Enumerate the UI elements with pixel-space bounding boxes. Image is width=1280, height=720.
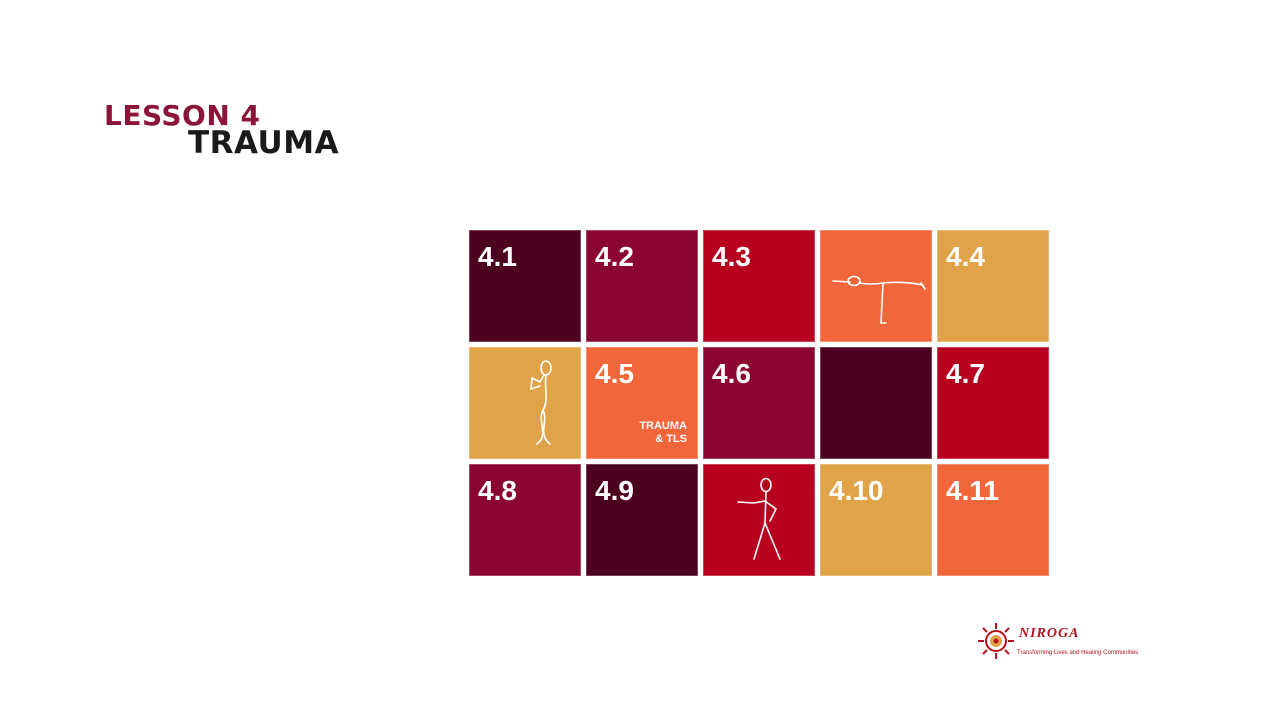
- tile-figure-pose: [703, 464, 815, 576]
- logo-brand: NIROGA: [1019, 626, 1080, 641]
- tile-sublabel: TRAUMA & TLS: [639, 420, 687, 445]
- lesson-grid: 4.1 4.2 4.3 4.4 4.5 TRAUMA & TLS: [469, 230, 1049, 576]
- tile-4-7[interactable]: 4.7: [937, 347, 1049, 459]
- lesson-heading: LESSON 4 TRAUMA: [104, 99, 339, 161]
- tile-blank: [820, 347, 932, 459]
- lesson-number: LESSON 4: [104, 99, 261, 132]
- tile-4-10[interactable]: 4.10: [820, 464, 932, 576]
- tile-label: 4.2: [595, 241, 634, 272]
- sun-mandala-icon: [978, 623, 1014, 659]
- tile-4-4[interactable]: 4.4: [937, 230, 1049, 342]
- tile-label: 4.5: [595, 358, 634, 389]
- lesson-topic: TRAUMA: [188, 125, 340, 161]
- tile-label: 4.11: [946, 475, 999, 506]
- tile-label: 4.8: [478, 475, 517, 506]
- logo-tagline: Transforming Lives and Healing Communiti…: [1017, 650, 1139, 656]
- tile-label: 4.10: [829, 475, 884, 506]
- stick-figure-pose-icon: [737, 477, 781, 560]
- tile-4-6[interactable]: 4.6: [703, 347, 815, 459]
- tile-label: 4.6: [712, 358, 751, 389]
- tile-4-1[interactable]: 4.1: [469, 230, 581, 342]
- tile-label: 4.7: [946, 358, 985, 389]
- tile-4-3[interactable]: 4.3: [703, 230, 815, 342]
- tile-figure-standing: [469, 347, 581, 459]
- tile-4-5[interactable]: 4.5 TRAUMA & TLS: [586, 347, 698, 459]
- tile-label: 4.1: [478, 241, 517, 272]
- tile-label: 4.9: [595, 475, 634, 506]
- tile-4-8[interactable]: 4.8: [469, 464, 581, 576]
- tile-4-9[interactable]: 4.9: [586, 464, 698, 576]
- tile-figure-balancing: [820, 230, 932, 342]
- tile-4-11[interactable]: 4.11: [937, 464, 1049, 576]
- tile-4-2[interactable]: 4.2: [586, 230, 698, 342]
- stick-figure-balancing-icon: [832, 275, 926, 324]
- tile-label: 4.3: [712, 241, 751, 272]
- tile-label: 4.4: [946, 241, 985, 272]
- stick-figure-standing-icon: [530, 360, 552, 445]
- niroga-logo: NIROGA Transforming Lives and Healing Co…: [977, 622, 1167, 662]
